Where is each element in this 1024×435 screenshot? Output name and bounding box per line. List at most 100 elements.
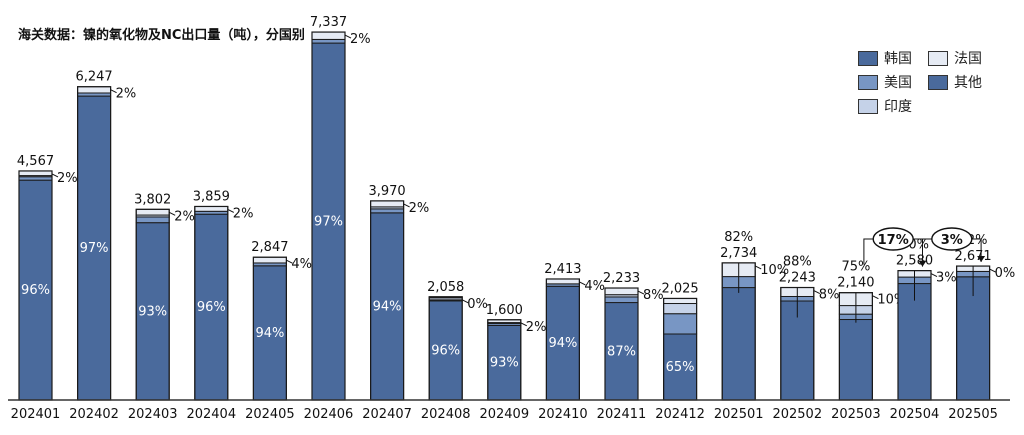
side-share-leader-202404 [227,209,235,213]
bar-segment-202403-1 [135,216,170,224]
legend-label-usa: 美国 [884,75,912,91]
korea-share-label-202404: 96% [197,300,226,315]
bar-segment-202407-1 [370,208,405,214]
x-tick-label-202504: 202504 [890,407,940,422]
x-tick-label-202503: 202503 [831,407,881,422]
legend-item-korea: 韩国 [858,48,912,68]
annotation-line-to-1 [971,238,982,263]
x-tick-label-202408: 202408 [421,407,471,422]
side-share-label-202402: 2% [116,87,137,102]
legend-item-other: 其他 [928,72,982,92]
legend-label-other: 其他 [954,75,982,91]
side-share-label-202505: 0% [995,266,1016,281]
korea-share-label-202412: 65% [666,360,695,375]
annotation-label-1: 3% [941,233,963,248]
legend-item-usa: 美国 [858,72,912,92]
side-share-leader-202407 [403,203,410,208]
bar-segment-202404-3 [194,205,229,212]
bar-segment-202412-2 [663,303,698,315]
side-share-leader-202402 [110,89,117,94]
korea-share-label-202405: 94% [255,326,284,341]
side-share-label-202410: 4% [584,279,605,294]
side-share-leader-202505 [989,268,996,273]
annotation-arrow-1 [977,256,986,263]
legend-label-france: 法国 [954,51,982,67]
total-label-202504: 2,580 [896,254,933,269]
bar-segment-202403-3 [135,208,170,216]
side-share-leader-202401 [51,173,59,178]
side-share-leader-202502 [813,290,821,294]
x-tick-label-202502: 202502 [772,407,822,422]
side-share-leader-202504 [930,273,938,278]
x-tick-label-202410: 202410 [538,407,588,422]
side-share-leader-202408 [461,299,469,304]
legend: 韩国 法国 美国 其他 印度 [858,48,1018,120]
bar-segment-202401-1 [18,176,53,181]
total-label-202505: 2,671 [954,249,991,264]
x-tick-label-202505: 202505 [948,407,998,422]
total-label-202404: 3,859 [193,189,230,204]
side-share-label-202501: 10% [760,263,789,278]
bar-segment-202410-3 [545,278,580,285]
korea-share-label-202407: 94% [373,299,402,314]
legend-swatch-france [928,50,948,66]
total-label-202412: 2,025 [661,281,698,296]
legend-swatch-usa [858,74,878,90]
korea-share-label-202406: 97% [314,215,343,230]
side-share-leader-202410 [579,281,586,286]
total-label-202410: 2,413 [544,262,581,277]
side-share-leader-202503 [872,295,879,300]
bar-segment-202407-3 [370,200,405,208]
annotation-label-0: 17% [878,233,909,248]
side-share-label-202411: 8% [643,288,664,303]
annotation-arrow-0 [918,260,927,267]
bar-segment-202411-1 [604,296,639,304]
total-label-202501: 2,734 [720,246,757,261]
x-tick-label-202403: 202403 [128,407,178,422]
x-tick-label-202409: 202409 [479,407,529,422]
total-label-202408: 2,058 [427,280,464,295]
total-label-202409: 1,600 [486,303,523,318]
bar-segment-202501-0 [721,287,756,401]
x-tick-label-202406: 202406 [304,407,354,422]
korea-share-label-202403: 93% [138,304,167,319]
side-share-label-202401: 2% [57,171,78,186]
korea-share-label-202501: 82% [724,230,753,245]
bar-segment-202406-3 [311,31,346,40]
bar-segment-202401-3 [18,170,53,177]
legend-swatch-other [928,74,948,90]
bar-segment-202402-3 [77,86,112,94]
bar-segment-202503-0 [838,319,873,401]
x-tick-label-202405: 202405 [245,407,295,422]
x-tick-label-202404: 202404 [186,407,236,422]
side-share-label-202403: 2% [174,209,195,224]
korea-share-label-202408: 96% [431,343,460,358]
korea-share-label-202411: 87% [607,344,636,359]
side-share-label-202502: 8% [819,288,840,303]
total-label-202403: 3,802 [134,192,171,207]
total-label-202502: 2,243 [779,271,816,286]
annotation-line-from-0 [863,238,874,265]
legend-swatch-korea [858,50,878,66]
total-label-202503: 2,140 [837,276,874,291]
total-label-202401: 4,567 [17,154,54,169]
annotation-line-from-1 [922,238,932,243]
korea-share-label-202410: 94% [548,336,577,351]
bar-segment-202405-3 [252,256,287,264]
side-share-label-202408: 0% [467,297,488,312]
legend-label-korea: 韩国 [884,51,912,67]
side-share-leader-202409 [520,322,528,327]
bar-segment-202412-3 [663,297,698,305]
total-label-202402: 6,247 [75,70,112,85]
x-tick-label-202411: 202411 [597,407,647,422]
korea-share-label-202409: 93% [490,356,519,371]
korea-share-label-202401: 96% [21,283,50,298]
side-share-leader-202406 [344,34,352,39]
x-tick-label-202412: 202412 [655,407,705,422]
legend-label-india: 印度 [884,99,912,115]
side-share-leader-202405 [286,259,293,264]
korea-share-label-202502: 88% [783,255,812,270]
bar-segment-202505-0 [956,276,991,401]
